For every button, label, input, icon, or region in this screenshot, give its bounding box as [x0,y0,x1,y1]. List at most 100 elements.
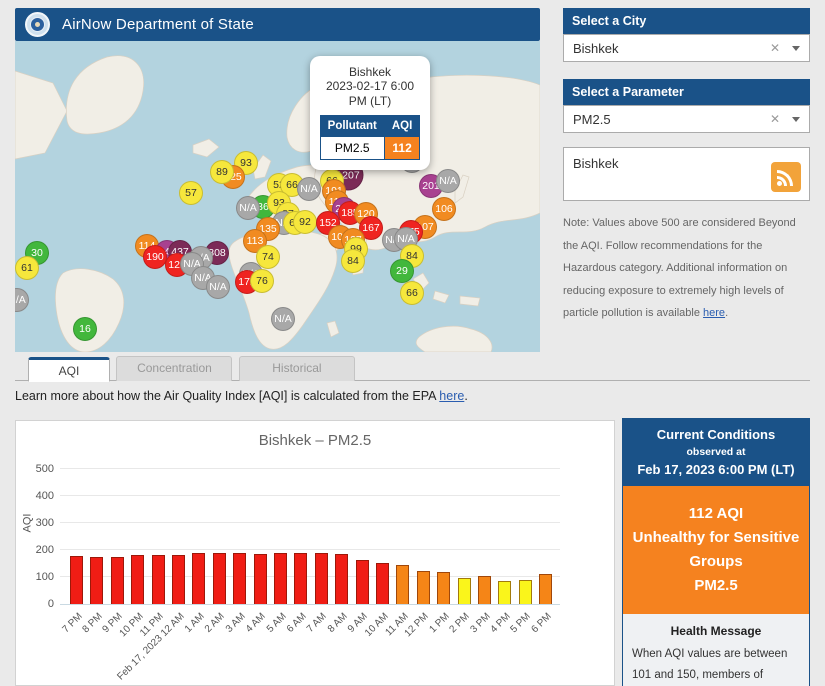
chart-bar [539,573,553,604]
aqi-map-marker[interactable]: N/A [236,196,260,220]
cc-subtitle: observed at [686,446,746,458]
popup-pollutant-value: PM2.5 [319,136,385,160]
learn-more-text: Learn more about how the Air Quality Ind… [15,389,440,403]
map-popup: Bishkek 2023-02-17 6:00 PM (LT) Pollutan… [310,56,430,170]
gridline [60,468,560,469]
popup-col-pollutant: Pollutant [319,115,385,137]
cc-aqi-block: 112 AQI Unhealthy for Sensitive Groups P… [623,486,809,614]
chart-bar [498,580,512,604]
chart-bar [457,578,471,604]
chart-bar [274,553,287,604]
cc-health-block: Health Message When AQI values are betwe… [623,614,809,686]
popup-datetime: 2023-02-17 6:00 PM (LT) [325,79,415,108]
note-text: Note: Values above 500 are considered Be… [563,217,796,320]
tab-historical[interactable]: Historical [238,356,355,381]
chart-bar [416,571,430,604]
feed-city-label: Bishkek [573,156,619,171]
aqi-map-marker[interactable]: 74 [256,245,280,269]
aqi-map-marker[interactable]: 76 [250,269,274,293]
y-axis-tick: 400 [35,490,54,502]
city-select[interactable]: Bishkek ✕ [563,34,810,62]
aqi-map-marker[interactable]: 29 [390,259,414,283]
chart-bar [233,552,247,604]
chart-bar [294,553,308,604]
health-message-text: When AQI values are between 101 and 150,… [632,648,788,682]
parameter-select[interactable]: PM2.5 ✕ [563,105,810,133]
chart-bar [172,554,185,604]
learn-more-period: . [464,389,468,403]
chart-bar [110,557,124,604]
world-map[interactable]: 9312589575266N/A3693N/A87N/A639213511374… [15,41,540,352]
current-conditions-header: Current Conditions observed at Feb 17, 2… [623,419,809,486]
aqi-map-marker[interactable]: 113 [243,229,267,253]
popup-city: Bishkek [348,65,392,79]
aqi-map-marker[interactable]: 57 [179,181,203,205]
y-axis-tick: 300 [35,517,54,529]
chart-bar [314,552,328,604]
parameter-clear-icon[interactable]: ✕ [769,112,780,126]
city-chevron-down-icon[interactable] [792,45,800,51]
learn-more-line: Learn more about how the Air Quality Ind… [15,389,468,403]
aqi-map-marker[interactable]: 66 [400,281,424,305]
chart-bar [335,554,349,604]
cc-pollutant: PM2.5 [694,577,738,594]
tab-concentration[interactable]: Concentration [116,356,233,381]
tab-bar: AQI Concentration Historical [15,356,810,382]
chart-bar [212,553,226,604]
gridline [60,495,560,496]
beyond-aqi-note: Note: Values above 500 are considered Be… [563,212,810,325]
aqi-map-marker[interactable]: N/A [206,275,230,299]
chart-bar [478,575,491,604]
note-period: . [725,307,729,320]
chart-bar [518,579,532,604]
cc-title: Current Conditions [656,427,776,442]
app-header: AirNow Department of State [15,8,540,41]
gridline [60,576,560,577]
gridline [60,522,560,523]
chart-plot: 0 100 200 300 400 500 7 PM 8 PM 9 PM 10 PM 11 PM Fe… [36,459,560,682]
popup-col-aqi: AQI [383,115,421,137]
learn-more-here-link[interactable]: here [439,389,465,403]
aqi-map-marker[interactable]: 89 [210,160,234,184]
cc-datetime: Feb 17, 2023 6:00 PM (LT) [637,462,795,477]
tab-aqi[interactable]: AQI [28,357,110,382]
note-here-link[interactable]: here [703,307,726,320]
chart-bar [151,555,165,604]
app-title: AirNow Department of State [62,16,254,33]
select-parameter-header: Select a Parameter [563,79,810,105]
chart-bar [192,553,206,604]
sidebar: Select a City Bishkek ✕ Select a Paramet… [563,8,810,325]
y-axis-tick: 500 [35,463,54,475]
city-select-value: Bishkek [573,40,619,56]
gridline [60,549,560,550]
y-axis-tick: 0 [47,598,54,610]
aqi-map-marker[interactable]: N/A [297,177,321,201]
cc-category: Unhealthy for Sensitive Groups [632,529,800,570]
y-axis-tick: 100 [35,571,54,583]
parameter-select-value: PM2.5 [573,111,611,127]
aqi-map-marker[interactable]: 61 [15,256,39,280]
rss-icon[interactable] [771,162,801,192]
chart-bar [131,555,145,604]
y-axis-tick: 200 [35,544,54,556]
aqi-map-marker[interactable]: 120 [354,202,378,226]
city-clear-icon[interactable]: ✕ [769,41,780,55]
aqi-map-marker[interactable]: N/A [436,169,460,193]
chart-bar [437,572,451,604]
chart-bar [396,565,410,604]
chart-bar [253,554,267,604]
aqi-map-marker[interactable]: 190 [143,245,167,269]
aqi-map-marker[interactable]: 84 [341,249,365,273]
aqi-map-marker[interactable]: 106 [432,197,456,221]
chart-bar [355,560,369,604]
parameter-chevron-down-icon[interactable] [792,116,800,122]
aqi-map-marker[interactable]: 92 [293,210,317,234]
aqi-map-marker[interactable]: 167 [359,216,383,240]
chart-title: Bishkek – PM2.5 [258,432,372,449]
popup-aqi-table: Pollutant AQI PM2.5 112 [319,115,421,160]
aqi-map-marker[interactable]: N/A [271,307,295,331]
aqi-map-marker[interactable]: 16 [73,317,97,341]
department-of-state-seal-icon [25,12,50,37]
current-conditions-panel: Current Conditions observed at Feb 17, 2… [622,418,810,686]
